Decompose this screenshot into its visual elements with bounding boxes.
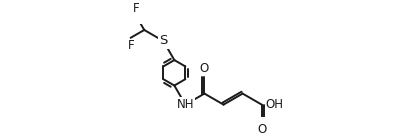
Text: O: O bbox=[256, 123, 266, 136]
Text: O: O bbox=[199, 62, 209, 75]
Text: F: F bbox=[133, 2, 139, 15]
Text: S: S bbox=[159, 34, 167, 47]
Text: NH: NH bbox=[176, 98, 194, 111]
Text: F: F bbox=[127, 39, 134, 52]
Text: OH: OH bbox=[264, 98, 282, 111]
